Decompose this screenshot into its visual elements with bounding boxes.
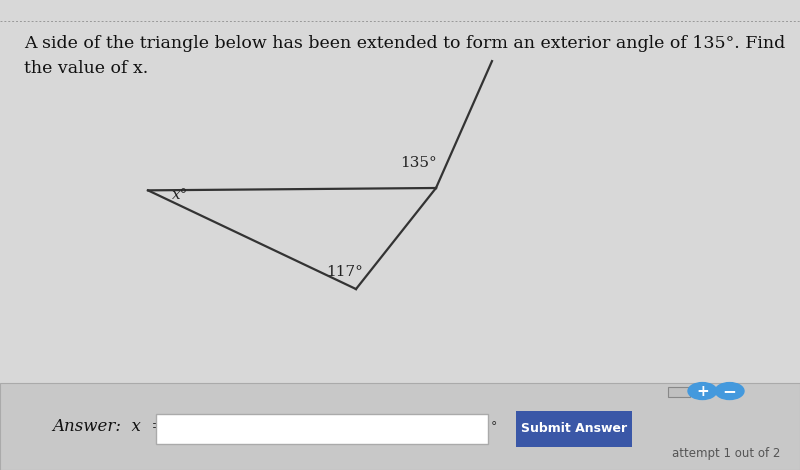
Text: 117°: 117° bbox=[326, 265, 363, 279]
Bar bbox=[156, 414, 488, 444]
Bar bbox=[668, 387, 690, 397]
Text: attempt 1 out of 2: attempt 1 out of 2 bbox=[672, 446, 780, 460]
Bar bbox=[0, 383, 800, 470]
Circle shape bbox=[688, 383, 717, 400]
Text: 135°: 135° bbox=[400, 156, 437, 170]
Circle shape bbox=[715, 383, 744, 400]
Bar bbox=[516, 411, 632, 446]
Text: °: ° bbox=[490, 420, 497, 433]
Text: A side of the triangle below has been extended to form an exterior angle of 135°: A side of the triangle below has been ex… bbox=[24, 35, 786, 77]
Text: +: + bbox=[696, 384, 709, 399]
Text: −: − bbox=[722, 382, 737, 400]
Text: Answer:  x  =: Answer: x = bbox=[52, 418, 166, 435]
Text: Submit Answer: Submit Answer bbox=[521, 423, 627, 435]
Text: x°: x° bbox=[172, 188, 188, 202]
